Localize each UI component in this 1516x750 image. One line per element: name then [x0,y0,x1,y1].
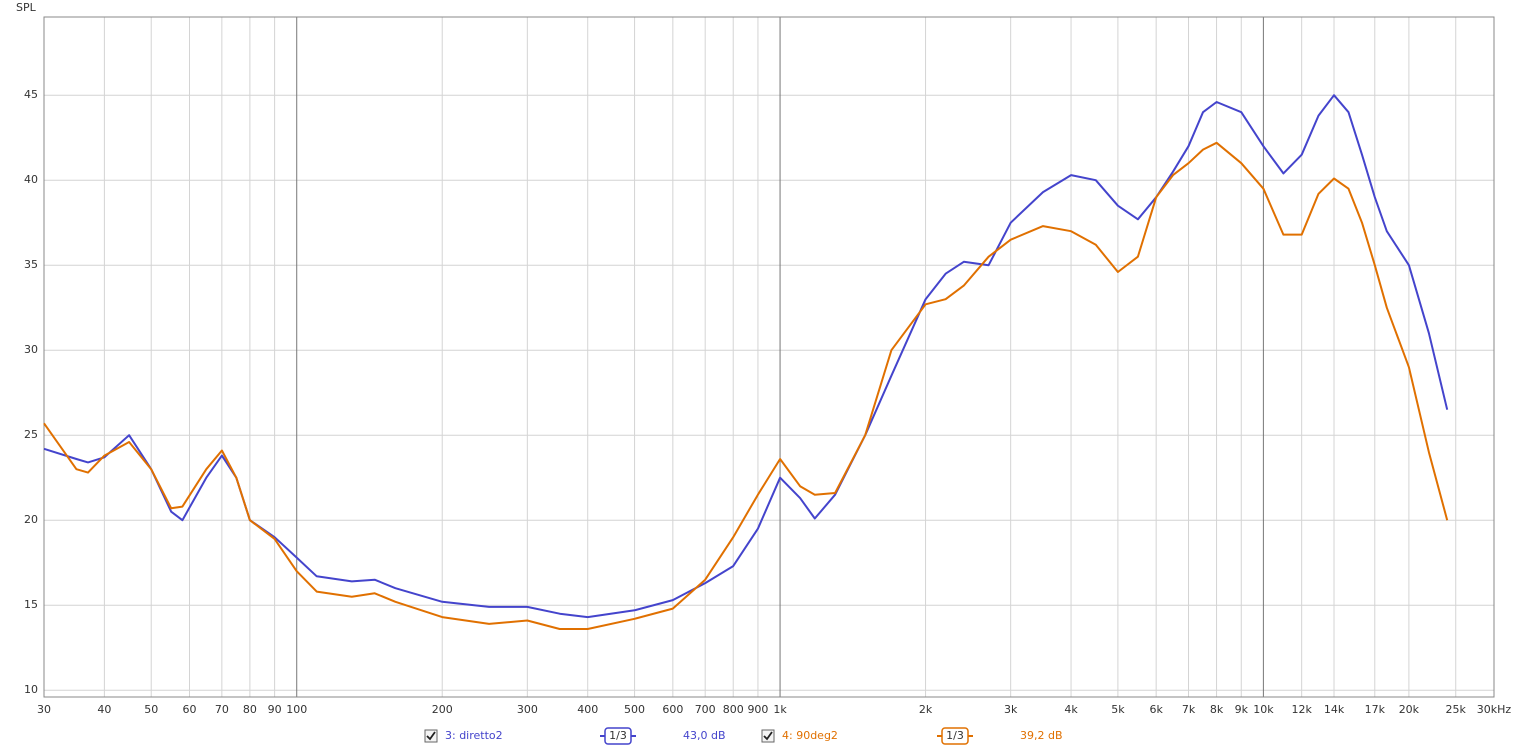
legend-label: 4: 90deg2 [782,729,838,742]
x-tick-label: 12k [1291,703,1312,716]
legend-checkbox[interactable] [424,729,438,743]
smoothing-label: 1/3 [946,729,964,742]
x-tick-label: 1k [773,703,787,716]
checkmark [763,731,773,741]
x-tick-label: 20k [1399,703,1420,716]
legend-label: 3: diretto2 [445,729,503,742]
y-tick-label: 30 [24,343,38,356]
x-tick-label: 30 [37,703,51,716]
x-tick-label: 10k [1253,703,1274,716]
x-tick-label: 300 [517,703,538,716]
smoothing-label: 1/3 [609,729,627,742]
y-tick-label: 45 [24,88,38,101]
x-tick-label: 80 [243,703,257,716]
x-tick-label: 17k [1365,703,1386,716]
x-tick-label: 600 [662,703,683,716]
smoothing-button[interactable] [941,727,969,745]
x-tick-label: 30kHz [1477,703,1512,716]
y-axis-title: SPL [16,1,37,14]
y-tick-label: 20 [24,513,38,526]
x-tick-label: 3k [1004,703,1018,716]
legend-level: 43,0 dB [683,729,726,742]
x-tick-label: 50 [144,703,158,716]
y-tick-label: 10 [24,683,38,696]
x-tick-label: 70 [215,703,229,716]
plot-border [43,16,1495,698]
x-tick-label: 25k [1446,703,1467,716]
x-tick-label: 14k [1324,703,1345,716]
x-tick-label: 500 [624,703,645,716]
y-tick-label: 35 [24,258,38,271]
x-tick-label: 90 [268,703,282,716]
x-tick-label: 60 [182,703,196,716]
x-tick-label: 8k [1210,703,1224,716]
x-tick-label: 200 [432,703,453,716]
x-tick-label: 800 [723,703,744,716]
x-tick-label: 900 [747,703,768,716]
x-tick-label: 400 [577,703,598,716]
x-tick-label: 2k [919,703,933,716]
x-tick-label: 700 [695,703,716,716]
y-tick-label: 15 [24,598,38,611]
x-tick-label: 5k [1111,703,1125,716]
checkmark [426,731,436,741]
y-tick-label: 25 [24,428,38,441]
legend-level: 39,2 dB [1020,729,1063,742]
smoothing-button[interactable] [604,727,632,745]
x-tick-label: 4k [1064,703,1078,716]
x-tick-label: 7k [1182,703,1196,716]
x-tick-label: 40 [97,703,111,716]
x-tick-label: 6k [1149,703,1163,716]
x-tick-label: 9k [1235,703,1249,716]
legend-item: 3: diretto2 1/3 43,0 dB [424,727,726,745]
y-tick-label: 40 [24,173,38,186]
series-line [43,141,1449,630]
legend-item: 4: 90deg2 1/3 39,2 dB [761,727,1063,745]
legend-checkbox[interactable] [761,729,775,743]
x-tick-label: 100 [286,703,307,716]
